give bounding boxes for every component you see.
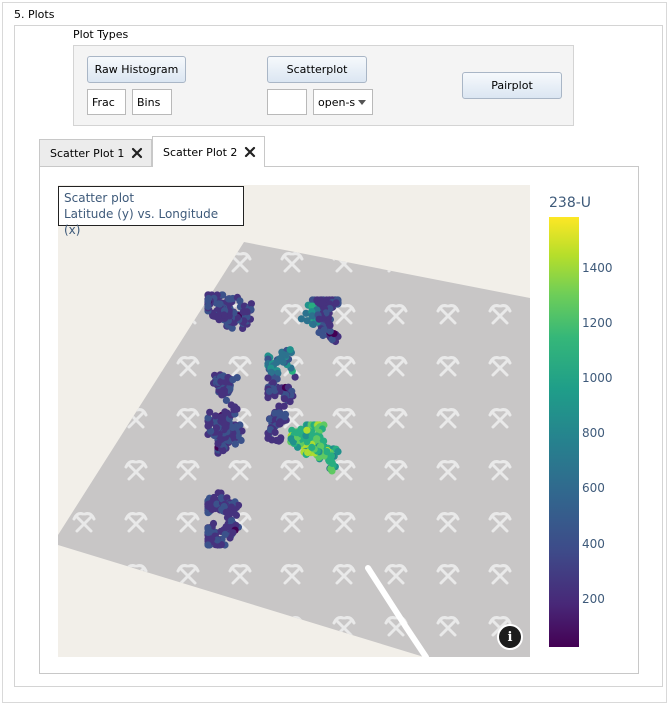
pairplot-button[interactable]: Pairplot [462, 72, 562, 99]
colorbar-tick: 1000 [582, 371, 613, 385]
scatter-point [222, 396, 230, 404]
scatter-point [303, 317, 311, 325]
scatter-point [228, 324, 236, 332]
scatter-point [309, 320, 317, 328]
scatter-point [286, 346, 294, 354]
scatter-point [297, 315, 305, 323]
scatter-point [264, 374, 272, 382]
plot-types-label: Plot Types [73, 28, 129, 41]
scatter-point [213, 536, 221, 544]
scatter-point [328, 335, 336, 344]
tab-label: Scatter Plot 2 [163, 145, 238, 159]
scatter-point [212, 412, 220, 420]
scatter-point [206, 408, 214, 416]
scatter-point [217, 413, 225, 421]
scatter-point [220, 311, 228, 319]
scatter-point [271, 409, 279, 417]
colorbar-tick: 1400 [582, 261, 613, 275]
scatter-point [286, 398, 294, 406]
colorbar-title: 238-U [549, 195, 592, 211]
scatter-point [233, 374, 241, 382]
scatterplot-input[interactable] [267, 89, 307, 115]
scatter-point [313, 435, 321, 443]
scatter-point [204, 297, 212, 305]
scatter-point [271, 386, 279, 394]
scatter-point [280, 395, 288, 403]
scatter-point [291, 373, 299, 381]
scatter-point [266, 415, 274, 423]
plot-title-box: Scatter plot Latitude (y) vs. Longitude … [58, 186, 244, 237]
plot-subtitle: Latitude (y) vs. Longitude (x) [64, 207, 219, 237]
scatter-point [289, 438, 297, 446]
scatter-point [247, 300, 255, 308]
scatter-point [326, 327, 334, 335]
colorbar-tick: 800 [582, 426, 605, 440]
chevron-down-icon [358, 100, 366, 105]
info-icon[interactable]: i [497, 624, 523, 650]
scatter-point [204, 302, 212, 311]
scatter-point [232, 511, 240, 519]
colorbar-tick: 600 [582, 481, 605, 495]
map-svg [58, 242, 530, 657]
scatter-point [320, 326, 328, 334]
scatter-point [227, 401, 235, 409]
raw-histogram-button[interactable]: Raw Histogram [87, 56, 186, 83]
scatter-point [271, 428, 279, 436]
scatter-point [265, 387, 273, 395]
section-title: 5. Plots [14, 8, 55, 21]
scatter-point [308, 312, 316, 320]
scatter-point [319, 331, 327, 340]
scatter-point [213, 500, 221, 508]
scatter-points [204, 291, 342, 549]
scatter-point [204, 414, 212, 422]
close-icon[interactable] [243, 145, 257, 159]
mode-select-value: open-s [318, 95, 356, 109]
scatter-point [204, 541, 212, 549]
scatter-point [302, 432, 310, 440]
scatter-point [217, 378, 225, 386]
scatter-point [323, 448, 331, 456]
scatter-point [212, 424, 221, 432]
scatter-point [303, 426, 311, 434]
scatter-point [239, 324, 247, 332]
scatter-point [332, 299, 340, 307]
scatter-point [229, 529, 237, 537]
scatterplot-button[interactable]: Scatterplot [267, 56, 367, 83]
plot-title: Scatter plot [64, 191, 135, 205]
scatter-point [269, 379, 277, 387]
tab-scatter-plot-2[interactable]: Scatter Plot 2 [152, 136, 265, 167]
scatter-point [208, 535, 216, 543]
colorbar-tick: 1200 [582, 316, 613, 330]
scatter-map[interactable] [58, 185, 530, 657]
scatter-point [236, 297, 244, 305]
scatter-point [267, 368, 275, 376]
scatter-point [233, 405, 241, 413]
frac-input[interactable]: Frac [87, 89, 126, 115]
close-icon[interactable] [130, 146, 144, 160]
scatter-point [302, 309, 310, 317]
colorbar-tick: 400 [582, 537, 605, 551]
scatter-point [239, 308, 247, 316]
scatter-point [231, 440, 239, 448]
scatter-point [216, 300, 224, 308]
tab-label: Scatter Plot 1 [50, 146, 125, 160]
bins-input[interactable]: Bins [132, 89, 172, 115]
scatter-point [315, 315, 323, 323]
colorbar-tick: 200 [582, 592, 605, 606]
colorbar [549, 217, 579, 647]
scatter-point [304, 448, 312, 457]
scatter-point [308, 443, 316, 451]
scatter-point [297, 425, 305, 433]
scatter-point [275, 420, 283, 428]
road [365, 565, 429, 657]
mode-select[interactable]: open-s [313, 89, 373, 115]
scatter-point [210, 312, 218, 320]
tab-scatter-plot-1[interactable]: Scatter Plot 1 [39, 139, 152, 166]
scatter-point [275, 437, 283, 445]
scatter-point [275, 404, 283, 412]
scatter-point [264, 434, 272, 442]
scatter-point [204, 422, 212, 430]
